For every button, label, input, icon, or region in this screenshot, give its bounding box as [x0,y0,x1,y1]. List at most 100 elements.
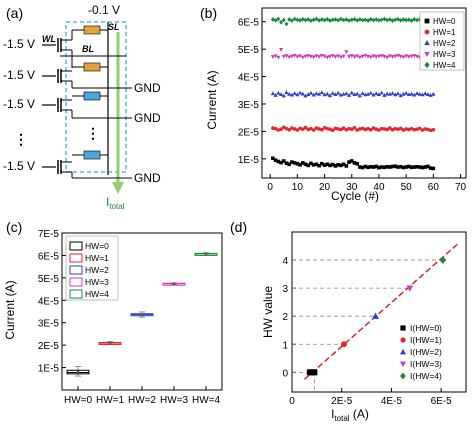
panel-b-point-hw0 [333,164,338,168]
panel-d-point-2 [372,312,379,319]
panel-b-legend-label: HW=1 [433,28,456,37]
panel-b-point-hw0 [388,165,392,169]
panel-c-legend-box [65,235,119,301]
panel-b-point-hw2 [417,91,422,96]
panel-d-point-0 [311,369,318,376]
panel-b-legend-marker [424,40,430,46]
panel-b-point-hw4 [314,16,319,22]
panel-c-ytick-label: 7E-5 [38,229,60,240]
panel-b-point-hw1 [333,126,338,131]
panel-b-point-hw0 [341,162,346,167]
panel-c-legend-swatch [69,253,83,263]
panel-b-point-hw1 [363,127,368,132]
panel-b-legend-marker [424,51,430,57]
panel-b-point-hw0 [377,165,381,170]
panel-b-point-hw4 [341,17,346,23]
panel-b-point-hw4 [303,17,308,23]
panel-b-point-hw3 [336,54,341,59]
panel-b-point-hw1 [428,128,433,133]
panel-b-legend-marker [424,18,430,24]
panel-b-point-hw0 [328,163,332,168]
panel-b-plot-area: 0 10 20 30 40 50 60 70 1E-5 2E-5 3E-5 4E-5 5E-5 6E-5 H… [238,7,467,193]
panel-d-chart: (d) HW value Itotal (A) 0 2E-5 4E-5 6E-5 0 1 2… [230,219,467,423]
panel-b-point-hw2 [330,91,335,95]
panel-b-point-hw4 [295,17,300,23]
panel-c-xtick-label: HW=4 [192,395,221,406]
panel-b-point-hw2 [344,91,349,96]
panel-b-point-hw0 [374,164,379,169]
gnd-label-2: GND [134,111,161,125]
panel-b-point-hw2 [360,91,365,95]
panel-b-point-hw1 [306,127,311,132]
panel-b-point-hw1 [325,126,330,131]
memristor-2 [83,62,101,72]
panel-a-label: (a) [6,5,23,21]
panel-c-legend-swatch [69,277,83,287]
panel-b-point-hw3 [317,55,322,59]
panel-c-chart: (c) Current (A) 1E-5 2E-5 3E-5 4E-5 5E-5 6E-5… [3,219,223,406]
panel-b-point-hw1 [379,126,384,131]
panel-b-point-hw3 [300,55,305,60]
panel-b-point-hw0 [401,165,406,170]
panel-b-point-hw3 [355,54,360,59]
panel-b-point-hw0 [281,159,286,163]
panel-c-ytick-label: 5E-5 [38,274,60,285]
panel-b-point-hw4 [404,17,409,23]
panel-b-xtick-label: 0 [267,182,273,193]
panel-d-legend-marker [400,348,406,355]
panel-b-point-hw0 [385,164,389,169]
panel-c-mean [140,313,144,316]
panel-b-point-hw1 [339,127,343,132]
panel-b-point-hw0 [390,164,395,169]
panel-d-ytick-label: 1 [282,340,288,351]
panel-b-point-hw3 [395,53,401,58]
panel-b-point-hw0 [420,165,425,170]
panel-b-xtick-label: 70 [455,182,467,193]
panel-d-ytick-label: 3 [282,284,288,295]
panel-b-point-hw2 [308,90,314,95]
panel-b-point-hw3 [322,54,327,59]
panel-b-point-hw3 [341,54,346,59]
panel-c-plot-area: 1E-52E-53E-54E-55E-56E-57E-5HW=0 HW=1 HW=2… [38,229,223,406]
panel-b-point-hw3 [344,50,349,55]
panel-b-point-hw1 [420,128,425,132]
panel-b-point-hw0 [287,162,291,167]
panel-b-point-hw4 [390,18,395,23]
panel-b-point-hw4 [276,16,281,22]
panel-b-point-hw4 [376,17,381,23]
panel-c-legend-swatch [69,289,83,299]
panel-b-point-hw1 [290,126,294,130]
panel-b-point-hw4 [371,17,376,23]
panel-b-xtick-label: 20 [319,182,331,193]
panel-c-mean [108,341,112,345]
panel-b-point-hw0 [412,165,417,169]
panel-b-point-hw2 [273,93,278,97]
panel-b-point-hw3 [292,53,297,58]
panel-b-point-hw4 [401,17,406,22]
panel-b-point-hw0 [320,161,324,166]
panel-b-ytick-label: 4E-5 [238,73,260,84]
panel-b-point-hw1 [352,126,357,130]
panel-b-point-hw1 [358,127,362,131]
panel-b-point-hw1 [281,125,286,130]
panel-b-point-hw1 [322,126,327,130]
panel-b-point-hw0 [409,165,414,170]
panel-b-point-hw3 [281,54,286,59]
panel-b-point-hw4 [298,17,303,23]
panel-b-point-hw3 [393,54,398,59]
panel-b-point-hw3 [338,55,343,60]
panel-b-xlabel: Cycle (#) [331,189,379,203]
panel-b-point-hw3 [352,55,357,59]
panel-b-point-hw0 [379,165,384,169]
panel-d-ylabel: HW value [261,286,275,338]
panel-b-point-hw2 [325,91,330,96]
panel-b-point-hw0 [349,159,354,163]
panel-b-point-hw1 [401,128,406,132]
panel-b-point-hw4 [317,17,322,23]
panel-b-point-hw4 [357,17,362,22]
panel-b-point-hw2 [431,91,436,96]
panel-b-point-hw1 [417,126,422,131]
panel-b-point-hw2 [382,93,387,97]
panel-b-point-hw3 [276,55,281,60]
